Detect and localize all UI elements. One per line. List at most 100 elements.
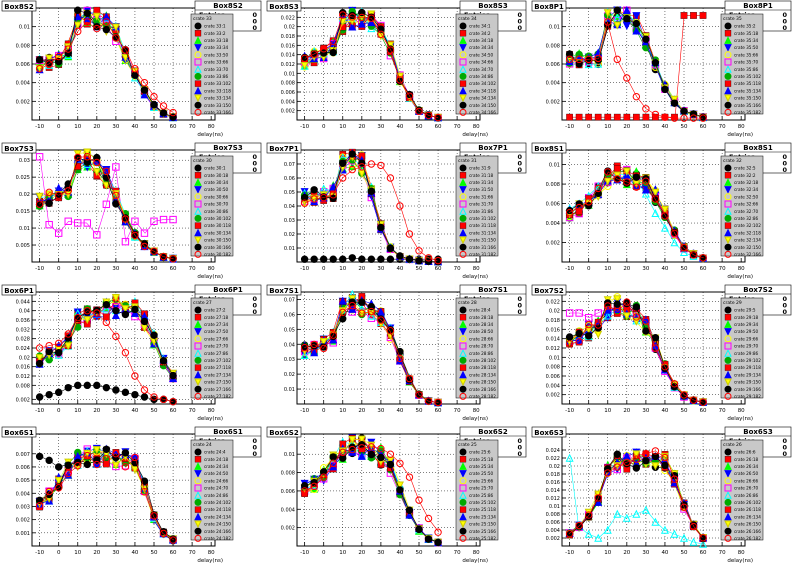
svg-text:0: 0 xyxy=(782,308,787,316)
legend-marker xyxy=(459,80,467,87)
data-point xyxy=(83,148,92,157)
chart-Box7S3: -10 0 10 20 30 40 50 60 70 80 0.005 0.01 0.015 0.02 0.… xyxy=(0,142,265,284)
legend-entry: crate 33:2 xyxy=(204,31,226,36)
data-point xyxy=(64,45,72,53)
legend-entry: crate 32:118 xyxy=(734,230,761,235)
x-tick-label: -10 xyxy=(300,266,309,272)
legend-marker xyxy=(459,228,467,237)
y-tick-label: 0.016 xyxy=(546,480,560,486)
legend-entry: crate 32:150 xyxy=(734,245,761,250)
svg-text:Box6S2: Box6S2 xyxy=(269,429,299,437)
legend-marker xyxy=(194,456,202,463)
data-point xyxy=(300,487,309,495)
legend-marker xyxy=(459,328,467,336)
y-tick-label: 0.07 xyxy=(284,297,295,303)
legend-entry: crate 33:86 xyxy=(204,74,229,79)
data-point xyxy=(310,340,318,349)
legend-marker xyxy=(724,178,732,186)
legend-entry: crate 29:66 xyxy=(734,336,759,341)
data-point xyxy=(45,390,53,399)
y-tick-label: 0.004 xyxy=(16,491,30,497)
legend-marker xyxy=(194,385,202,393)
legend-marker xyxy=(194,342,202,350)
data-point xyxy=(131,390,139,399)
legend-marker xyxy=(724,200,732,208)
data-point xyxy=(575,309,583,317)
data-point xyxy=(396,252,404,260)
data-point xyxy=(93,24,101,33)
y-tick-label: 0.012 xyxy=(16,374,30,380)
data-point xyxy=(329,191,337,199)
data-point xyxy=(121,449,130,457)
data-point xyxy=(339,308,347,317)
legend-entry: crate 34:102 xyxy=(469,81,496,86)
x-tick-label: 10 xyxy=(339,266,346,272)
data-point xyxy=(594,494,602,502)
legend-entry: crate 31:9 xyxy=(469,166,491,171)
panel-Box6P1: -10 0 10 20 30 40 50 60 70 80 0.002 0.008 0.012 0.016… xyxy=(0,284,265,426)
data-point xyxy=(632,12,641,21)
y-tick-label: 0.004 xyxy=(16,81,30,87)
legend-marker xyxy=(194,86,202,95)
legend-marker xyxy=(459,58,467,66)
y-tick-label: 0.025 xyxy=(16,175,30,181)
x-axis-label: delay(ns) xyxy=(727,274,753,280)
x-tick-label: 60 xyxy=(170,266,177,272)
series-crate-26-182 xyxy=(565,447,707,542)
data-point xyxy=(623,458,631,467)
data-point xyxy=(131,453,139,462)
data-point xyxy=(651,188,660,197)
legend-marker xyxy=(194,512,202,521)
data-point xyxy=(93,460,101,469)
legend-entry: crate 33:50 xyxy=(204,52,229,57)
data-point xyxy=(169,371,177,380)
legend-marker xyxy=(459,356,467,364)
chart-Box7S1: -10 0 10 20 30 40 50 60 70 80 0.01 0.02 0.03 0.04 0.05… xyxy=(265,284,530,426)
data-point xyxy=(623,298,631,306)
svg-text:Box7S1: Box7S1 xyxy=(478,286,508,294)
legend-entry: crate 24:50 xyxy=(204,471,229,476)
legend-marker xyxy=(459,306,467,314)
legend-marker xyxy=(194,477,202,485)
data-point xyxy=(632,92,641,101)
legend-entry: crate 32:50 xyxy=(734,194,759,199)
legend-entry: crate 30:86 xyxy=(204,209,229,214)
legend-entry: crate 34:166 xyxy=(469,110,496,115)
legend-marker xyxy=(459,30,467,37)
legend-marker xyxy=(459,44,467,52)
legend-marker xyxy=(459,335,467,343)
data-point xyxy=(679,533,689,542)
legend-entry: crate 25:6 xyxy=(469,450,491,455)
legend-marker xyxy=(724,236,732,245)
data-point xyxy=(45,60,53,68)
x-tick-label: 50 xyxy=(416,550,423,556)
data-point xyxy=(150,331,158,339)
panel-title: Box6S1 xyxy=(1,426,37,438)
legend-marker xyxy=(724,214,732,222)
legend-entry: crate 32:2 xyxy=(734,173,756,178)
data-point xyxy=(613,175,621,183)
legend-entry: crate 32:5 xyxy=(734,166,756,171)
x-tick-label: 20 xyxy=(93,266,100,272)
y-tick-label: 0.01 xyxy=(284,452,295,458)
legend-entry: crate 34:34 xyxy=(469,45,494,50)
data-point xyxy=(386,255,395,263)
data-point xyxy=(680,503,688,511)
data-point xyxy=(604,113,612,121)
legend-entry: crate 35:18 xyxy=(734,31,759,36)
legend-entry: crate 29:70 xyxy=(734,344,759,349)
x-tick-label: 0 xyxy=(322,550,326,556)
data-point xyxy=(140,229,149,237)
data-point xyxy=(565,309,574,317)
data-point xyxy=(424,111,433,120)
data-point xyxy=(64,342,73,351)
series-crate-25-182 xyxy=(300,443,442,536)
data-point xyxy=(386,244,395,252)
svg-text:Box7P1: Box7P1 xyxy=(478,144,508,152)
legend-marker xyxy=(194,228,202,237)
data-point xyxy=(651,195,660,203)
x-tick-label: 40 xyxy=(396,124,403,130)
data-point xyxy=(358,309,366,317)
legend-marker xyxy=(459,470,467,478)
data-point xyxy=(670,114,679,122)
